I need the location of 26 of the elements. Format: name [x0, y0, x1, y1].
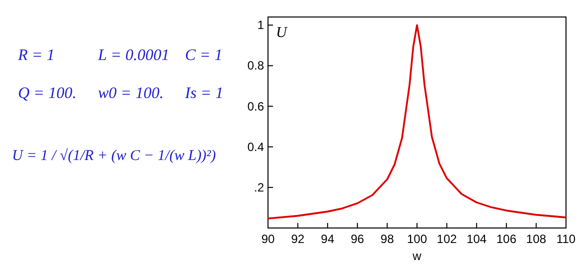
y-axis-title: U	[276, 25, 288, 41]
x-tick-label: 110	[556, 232, 576, 246]
y-tick-label: 1	[257, 18, 264, 32]
text: U = 1 / √(1/R + (w C − 1/(w L))²)	[12, 148, 216, 164]
x-tick-label: 102	[436, 232, 458, 246]
y-tick-label: 0.4	[247, 140, 264, 154]
y-tick-label: .2	[254, 180, 264, 194]
text: Is = 1	[184, 85, 224, 102]
text: C = 1	[185, 47, 222, 64]
line-series	[267, 24, 567, 220]
x-tick-label: 92	[291, 232, 305, 246]
text: w0 = 100.	[98, 85, 164, 102]
x-tick-label: 108	[526, 232, 547, 246]
text: R = 1	[17, 47, 55, 64]
x-axis-title: w	[412, 249, 422, 263]
x-tick-label: 104	[466, 232, 487, 246]
x-tick-label: 96	[350, 232, 364, 246]
y-tick-label: 0.6	[247, 99, 264, 114]
text: Q = 100.	[18, 85, 76, 102]
y-tick-label: 0.8	[247, 58, 264, 73]
x-tick-label: 98	[380, 232, 394, 246]
x-tick-label: 100	[406, 232, 428, 246]
text: L = 0.0001	[97, 47, 170, 64]
x-tick-label: 106	[496, 232, 517, 246]
x-tick-label: 90	[261, 232, 275, 246]
x-tick-label: 94	[320, 232, 335, 246]
